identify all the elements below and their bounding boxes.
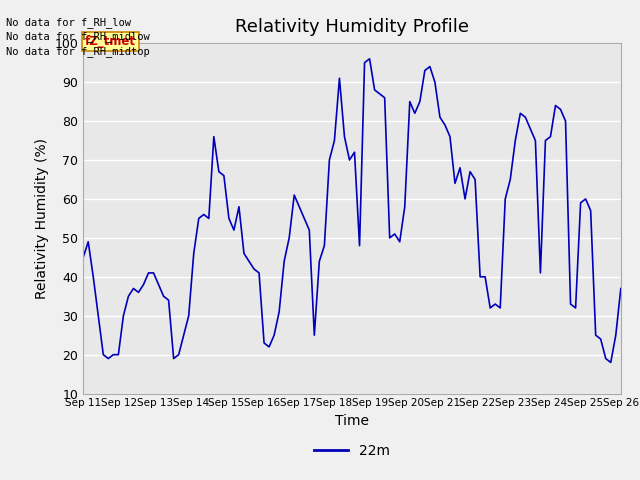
Y-axis label: Relativity Humidity (%): Relativity Humidity (%) <box>35 138 49 299</box>
Text: No data for f_RH_midtop: No data for f_RH_midtop <box>6 46 150 57</box>
Text: fZ_tmet: fZ_tmet <box>85 35 136 48</box>
Text: No data for f_RH_low: No data for f_RH_low <box>6 17 131 28</box>
X-axis label: Time: Time <box>335 414 369 428</box>
Legend: 22m: 22m <box>308 439 396 464</box>
Title: Relativity Humidity Profile: Relativity Humidity Profile <box>235 18 469 36</box>
Text: No data for f_RH_midlow: No data for f_RH_midlow <box>6 31 150 42</box>
